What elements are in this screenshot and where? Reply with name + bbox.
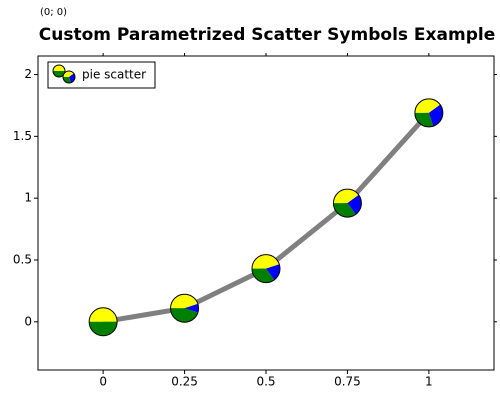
- y-tick-label: 2: [24, 67, 32, 81]
- pie-slice: [170, 308, 198, 323]
- pie-point: [251, 254, 281, 284]
- pie-point: [88, 307, 118, 337]
- pie-slice: [89, 307, 118, 322]
- pie-point: [332, 188, 362, 218]
- pie-slice: [414, 112, 434, 127]
- pie-outline: [62, 70, 76, 84]
- pie-outline: [52, 64, 66, 78]
- pie-outline: [88, 307, 118, 337]
- chart-title: Custom Parametrized Scatter Symbols Exam…: [39, 25, 495, 45]
- pie-slice: [333, 203, 356, 218]
- y-tick-label: 1.5: [13, 129, 32, 143]
- pie-slice: [414, 98, 441, 113]
- x-tick-label: 0.75: [334, 375, 361, 389]
- pie-slice: [252, 254, 280, 269]
- pie-outline: [251, 254, 281, 284]
- pie-slice: [170, 294, 198, 309]
- pie-slice: [428, 104, 443, 127]
- y-tick-label: 0.5: [13, 252, 32, 266]
- legend-label: pie scatter: [82, 68, 146, 82]
- pie-slice: [63, 77, 71, 83]
- x-tick-label: 1: [425, 375, 433, 389]
- pie-point: [170, 293, 200, 323]
- pie-point: [414, 98, 444, 128]
- legend: pie scatter: [47, 61, 156, 89]
- pie-slice: [347, 194, 362, 215]
- pie-slice: [252, 268, 275, 283]
- pie-slice: [53, 71, 65, 77]
- pie-slice: [184, 303, 199, 313]
- pie-outline: [332, 188, 362, 218]
- pie-slice: [333, 189, 359, 204]
- pie-slice: [89, 321, 118, 336]
- pie-outline: [414, 98, 444, 128]
- y-tick-label: 0: [24, 314, 32, 328]
- pie-outline: [170, 293, 200, 323]
- x-tick-label: 0: [99, 375, 107, 389]
- x-tick-label: 0.5: [256, 375, 275, 389]
- y-tick-label: 1: [24, 191, 32, 205]
- pie-slice: [266, 264, 280, 280]
- pie-slice: [53, 65, 65, 71]
- corner-label: (0; 0): [40, 7, 67, 18]
- x-tick-label: 0.25: [171, 375, 198, 389]
